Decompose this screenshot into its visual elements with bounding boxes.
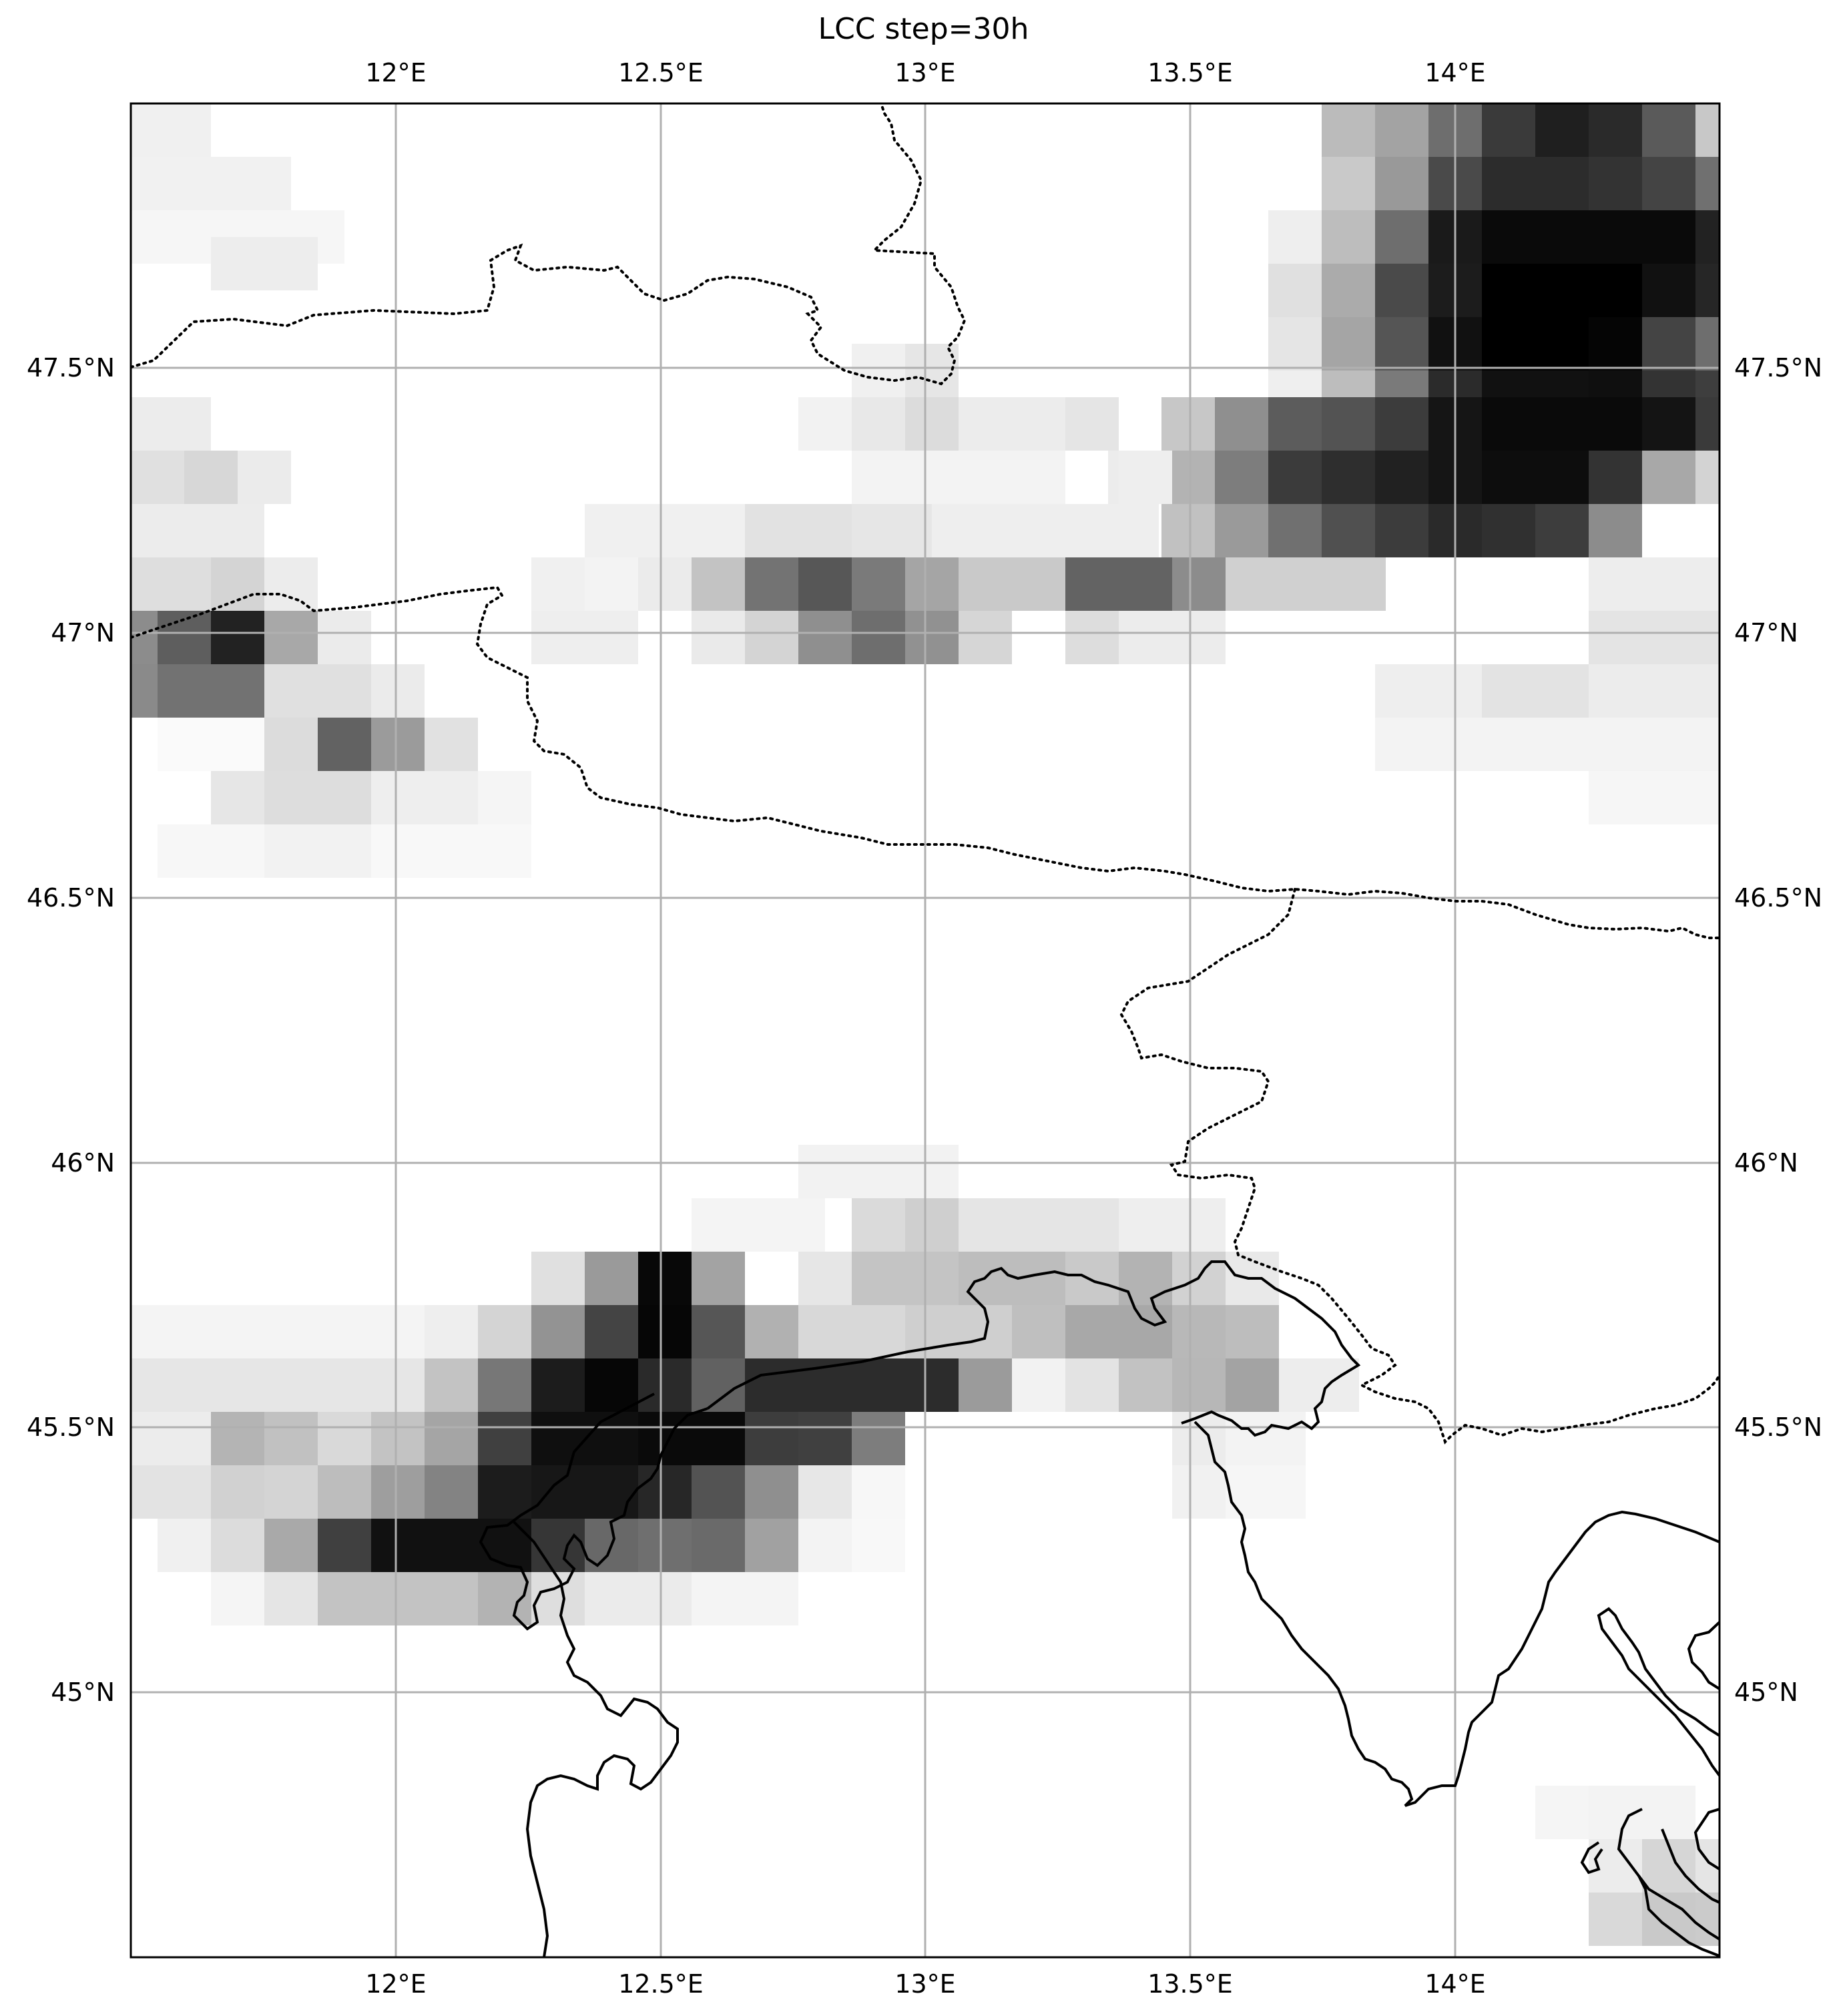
lat-tick-label-47-5: 47.5°N — [27, 353, 115, 383]
lat-tick-label-47: 47°N — [51, 618, 115, 648]
lon-tick-label-12-5: 12.5°E — [618, 1969, 704, 1999]
lon-tick-label-13-5: 13.5°E — [1147, 58, 1233, 87]
coastlines — [479, 1260, 1720, 1957]
lat-tick-label-45: 45°N — [51, 1678, 115, 1707]
lon-labels-top: 12°E 12.5°E 13°E 13.5°E 14°E — [365, 58, 1485, 87]
lat-tick-label-45: 45°N — [1734, 1678, 1798, 1707]
lon-labels-bottom: 12°E 12.5°E 13°E 13.5°E 14°E — [365, 1969, 1485, 1999]
lon-tick-label-13: 13°E — [894, 1969, 955, 1999]
lat-tick-label-46-5: 46.5°N — [27, 883, 115, 913]
gridlines — [131, 103, 1720, 1957]
lat-labels-right: 47.5°N 47°N 46.5°N 46°N 45.5°N 45°N — [1734, 353, 1822, 1707]
map-title: LCC step=30h — [818, 12, 1029, 46]
lat-tick-label-47-5: 47.5°N — [1734, 353, 1822, 383]
lon-tick-label-14: 14°E — [1424, 58, 1485, 87]
lat-tick-label-46: 46°N — [1734, 1148, 1798, 1178]
lon-tick-label-12-5: 12.5°E — [618, 58, 704, 87]
lon-tick-label-14: 14°E — [1424, 1969, 1485, 1999]
plot-frame — [129, 102, 1721, 1959]
lat-tick-label-45-5: 45.5°N — [1734, 1413, 1822, 1442]
lat-tick-label-46-5: 46.5°N — [1734, 883, 1822, 913]
lat-tick-label-46: 46°N — [51, 1148, 115, 1178]
lat-labels-left: 47.5°N 47°N 46.5°N 46°N 45.5°N 45°N — [27, 353, 115, 1707]
country-borders — [131, 103, 1720, 1445]
lon-tick-label-12: 12°E — [365, 1969, 426, 1999]
lon-tick-label-13: 13°E — [894, 58, 955, 87]
lat-tick-label-47: 47°N — [1734, 618, 1798, 648]
cloud-cover-field — [131, 103, 1720, 1946]
lon-tick-label-13-5: 13.5°E — [1147, 1969, 1233, 1999]
lon-tick-label-12: 12°E — [365, 58, 426, 87]
lat-tick-label-45-5: 45.5°N — [27, 1413, 115, 1442]
